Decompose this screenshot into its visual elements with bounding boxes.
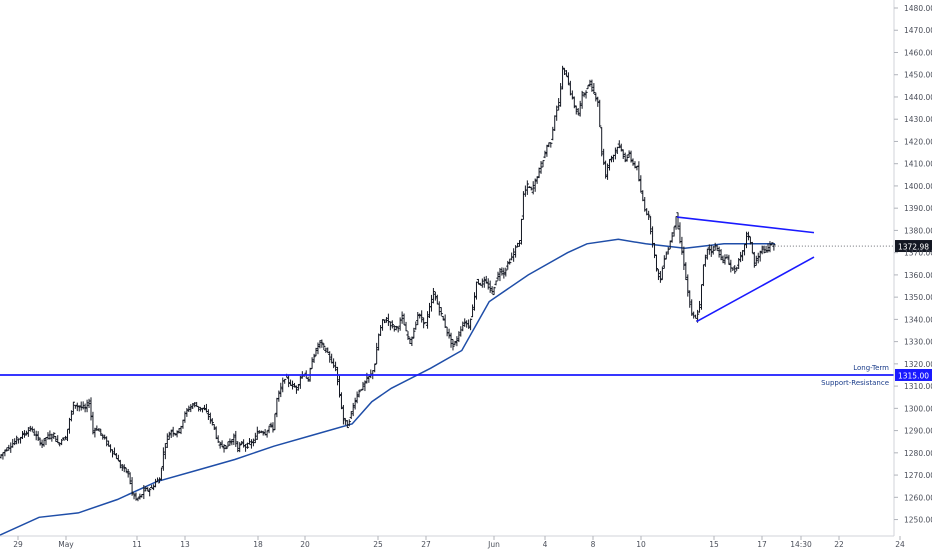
x-tick-label: 15 [709,540,719,549]
y-tick-label: 1430.00 [904,115,932,124]
y-tick-label: 1470.00 [904,26,932,35]
y-tick-label: 1410.00 [904,160,932,169]
y-tick-label: 1280.00 [904,449,932,458]
x-tick-label: 13 [180,540,190,549]
y-tick-label: 1360.00 [904,271,932,280]
x-tick-label: 20 [300,540,310,549]
x-tick-label: 14:30 [790,540,812,549]
x-tick-label: 22 [834,540,844,549]
y-tick-label: 1350.00 [904,293,932,302]
y-tick-label: 1440.00 [904,93,932,102]
trendline-upper [676,216,815,234]
y-tick-label: 1480.00 [904,4,932,13]
y-tick-label: 1250.00 [904,516,932,525]
y-tick-label: 1270.00 [904,471,932,480]
y-tick-label: 1390.00 [904,204,932,213]
last-price-label: 1372.98 [898,243,929,252]
x-tick-label: 4 [543,540,548,549]
y-tick-label: 1330.00 [904,338,932,347]
y-tick-label: 1400.00 [904,182,932,191]
x-tick-label: 29 [13,540,23,549]
x-tick-label: 24 [895,540,905,549]
y-tick-label: 1300.00 [904,404,932,413]
x-tick-label: May [58,540,74,549]
y-tick-label: 1340.00 [904,315,932,324]
trendline-lower [696,256,815,323]
y-tick-label: 1420.00 [904,137,932,146]
x-axis: 29 May 11 13 18 20 25 27 Jun 4 8 10 15 17 14:30 22 24 [0,535,905,549]
trendline-layer [676,216,815,323]
x-tick-label: 27 [421,540,431,549]
annotation-long-term: Long-Term [853,364,889,372]
level-price-tag [895,368,932,381]
x-tick-label: 17 [757,540,767,549]
y-tick-label: 1310.00 [904,382,932,391]
x-tick-label: Jun [487,540,500,549]
y-tick-label: 1380.00 [904,226,932,235]
y-tick-label: 1460.00 [904,48,932,57]
x-tick-label: 18 [253,540,263,549]
x-tick-label: 25 [373,540,383,549]
last-price-tag [895,240,932,253]
moving-average-line [0,238,775,536]
moving-average-layer [0,238,775,536]
x-tick-label: 10 [636,540,646,549]
level-price-label: 1315.00 [898,371,929,380]
y-tick-label: 1260.00 [904,493,932,502]
y-tick-label: 1370.00 [904,249,932,258]
price-bars-layer [0,65,776,502]
y-tick-label: 1450.00 [904,71,932,80]
y-axis: 1480.00 1470.00 1460.00 1450.00 1440.00 1430.… [893,0,932,536]
y-tick-label: 1320.00 [904,360,932,369]
x-tick-label: 11 [132,540,142,549]
support-resistance-layer: 1315.00 1372.98 [0,240,932,381]
y-tick-label: 1290.00 [904,427,932,436]
annotation-support-resistance: Support-Resistance [821,379,889,387]
x-tick-label: 8 [591,540,596,549]
